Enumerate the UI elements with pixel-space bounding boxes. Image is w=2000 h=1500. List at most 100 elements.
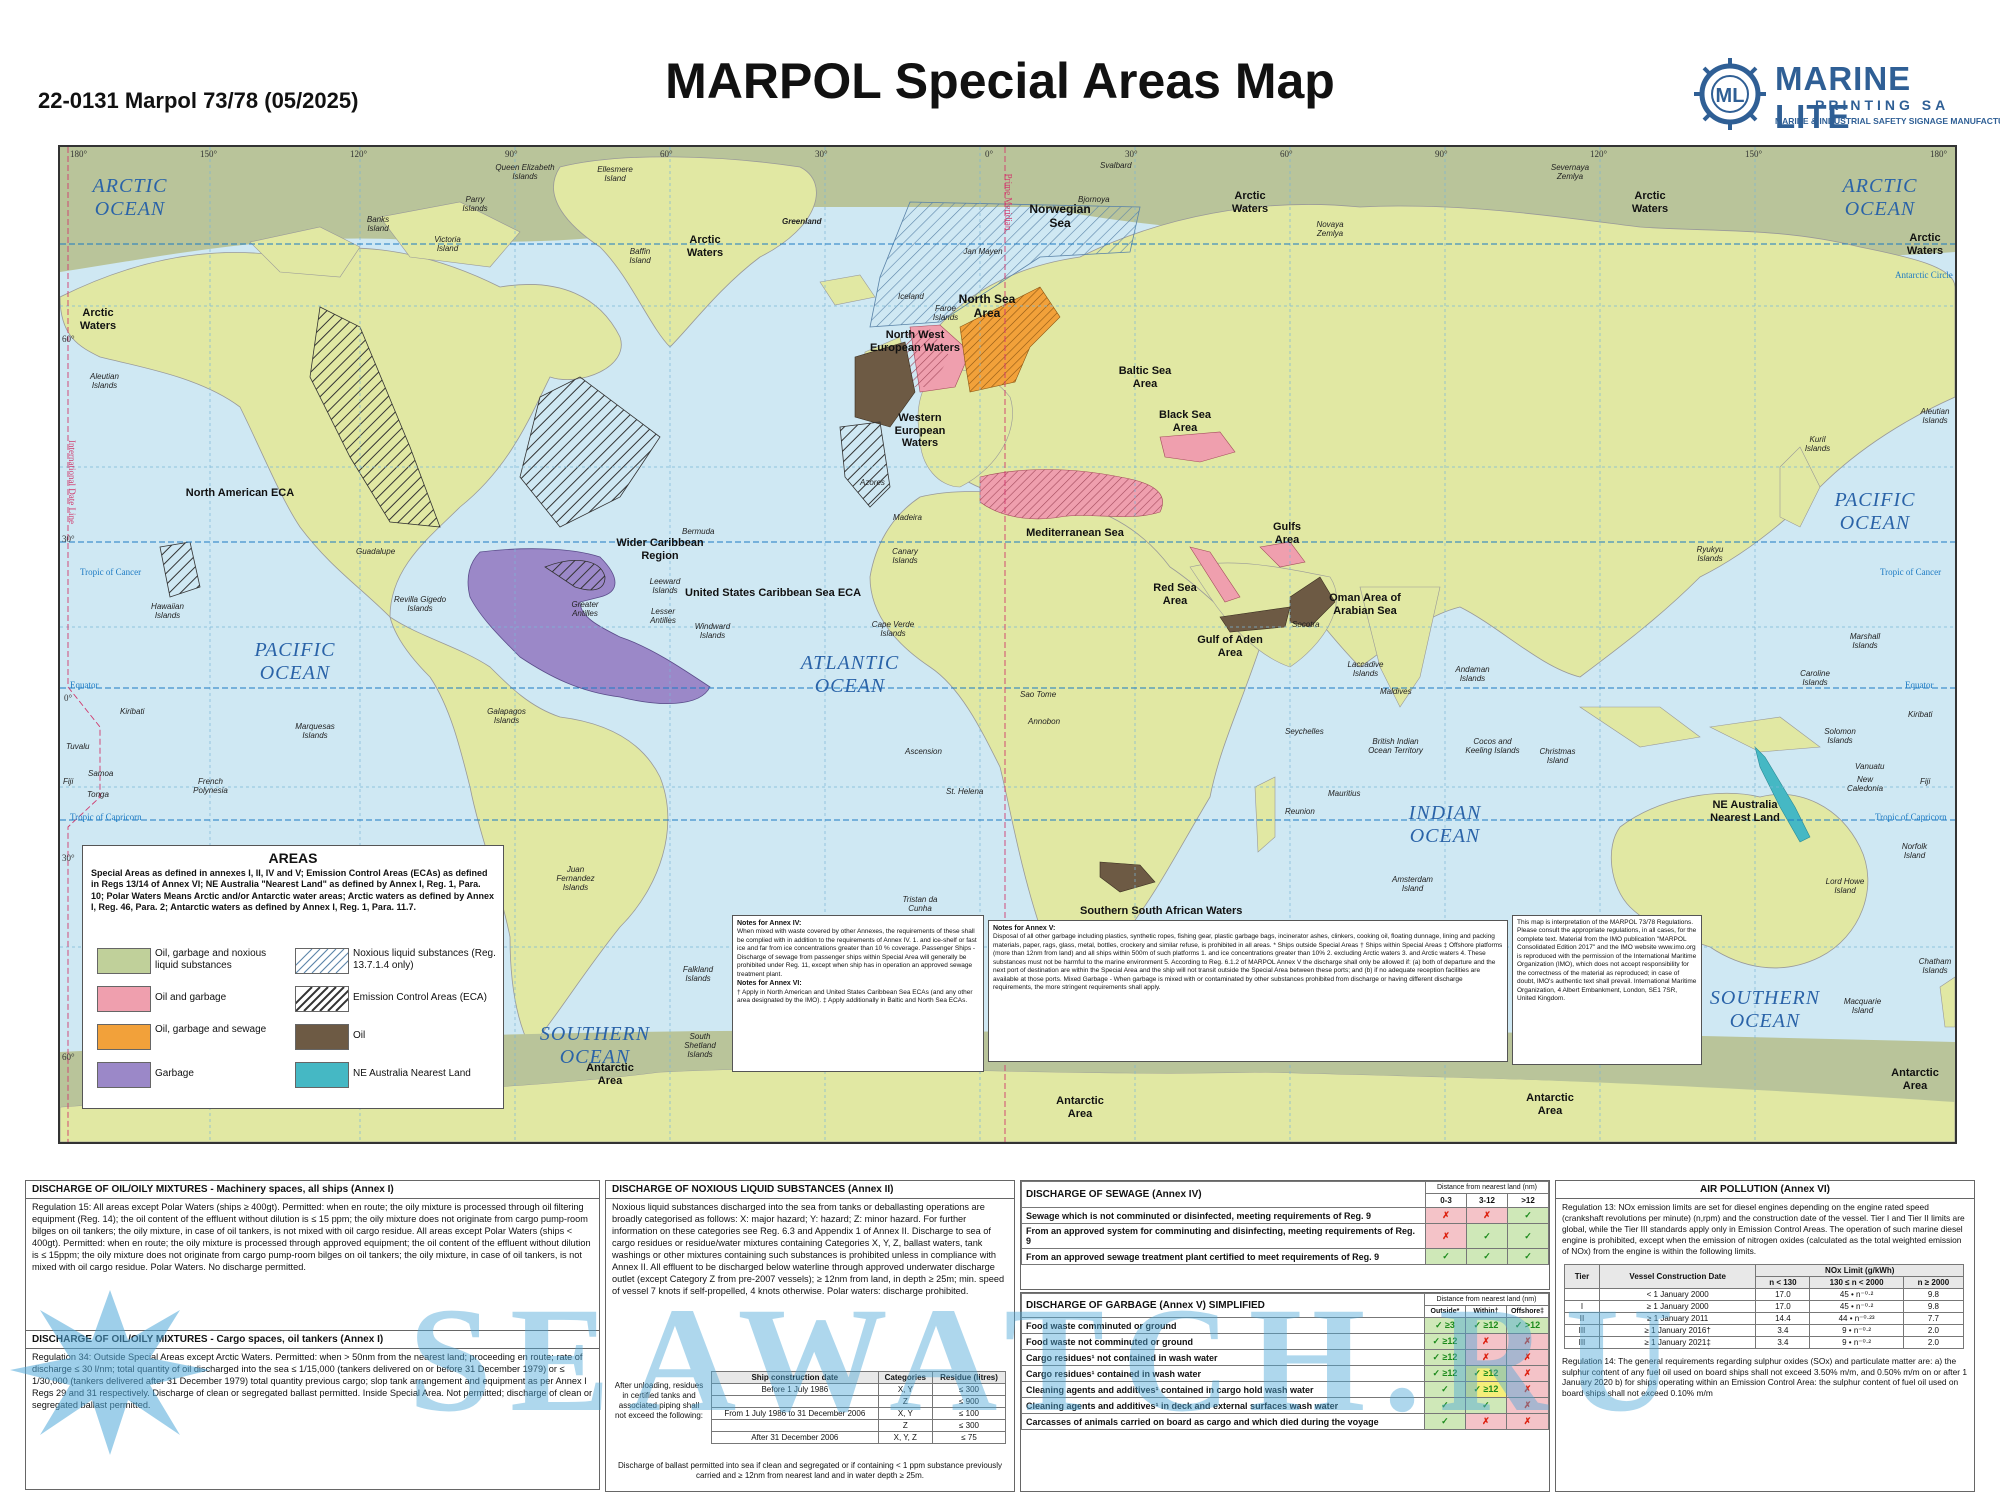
place-label: Guadalupe <box>356 547 396 556</box>
mark-cell: ✓ ≥12 <box>1464 1317 1507 1334</box>
table-cell: ≤ 300 <box>932 1419 1006 1432</box>
mark-cell: ✗ <box>1505 1365 1549 1382</box>
sewage-panel: DISCHARGE OF SEWAGE (Annex IV) Distance … <box>1020 1180 1550 1290</box>
sewage-dist-header: Distance from nearest land (nm) <box>1425 1181 1549 1194</box>
india-landmass <box>1359 586 1441 708</box>
mark-cell: ✓ ≥12 <box>1423 1349 1466 1366</box>
lat-label: 30° <box>62 853 75 863</box>
table-row: Z ≤ 300 <box>711 1419 1006 1432</box>
area-label: North American ECA <box>185 487 295 499</box>
mark-cell: ✗ <box>1464 1349 1507 1366</box>
area-label: Wider Caribbean Region <box>616 537 704 562</box>
table-cell: 7.7 <box>1902 1311 1965 1325</box>
nls-residue-table: Ship construction date Categories Residu… <box>711 1371 1006 1444</box>
place-label: Solomon Islands <box>1824 727 1856 746</box>
legend-description: Special Areas as defined in annexes I, I… <box>91 868 494 912</box>
row-label: From an approved system for comminuting … <box>1021 1223 1426 1249</box>
place-label: Queen Elizabeth Islands <box>495 163 555 182</box>
mark-cell: ✓ >12 <box>1505 1317 1549 1334</box>
area-label: Arctic Waters <box>1631 190 1669 215</box>
table-cell: II <box>1564 1311 1600 1325</box>
table-row: Cargo residues¹ not contained in wash wa… <box>1021 1349 1549 1366</box>
table-cell: 17.0 <box>1755 1299 1811 1313</box>
mark-cell: ✗ <box>1425 1223 1467 1249</box>
nls-footer: Discharge of ballast permitted into sea … <box>618 1461 1002 1480</box>
lat-label: 60° <box>62 1052 75 1062</box>
place-label: Juan Fernandez Islands <box>556 865 595 893</box>
oil-cargo-text: Regulation 34: Outside Special Areas exc… <box>32 1352 593 1410</box>
table-cell: 3.4 <box>1755 1335 1811 1349</box>
document-code: 22-0131 Marpol 73/78 (05/2025) <box>38 88 359 113</box>
place-label: Tuvalu <box>66 742 90 751</box>
nls-side-text: After unloading, residues in certified t… <box>614 1381 704 1420</box>
place-label: Marshall Islands <box>1849 632 1881 651</box>
table-cell: From 1 July 1986 to 31 December 2006 <box>711 1407 879 1420</box>
place-label: Jan Mayen <box>963 247 1003 256</box>
date-line <box>67 147 101 1142</box>
ocean-label: ATLANTIC OCEAN <box>800 652 900 697</box>
area-label: Arctic Waters <box>686 234 724 259</box>
svg-text:ML: ML <box>1716 85 1745 107</box>
place-label: Hawaiian Islands <box>151 602 184 621</box>
mark-cell: ✗ <box>1505 1349 1549 1366</box>
legend-label: Garbage <box>155 1068 194 1079</box>
area-label: Antarctic Area <box>1526 1092 1574 1117</box>
nox-header: n < 130 <box>1755 1275 1811 1289</box>
sewage-title: DISCHARGE OF SEWAGE (Annex IV) <box>1021 1181 1426 1208</box>
nw-european-waters <box>854 341 916 428</box>
long-label: 180° <box>70 149 88 159</box>
long-label: 150° <box>1745 149 1763 159</box>
long-label: 60° <box>1280 149 1293 159</box>
ocean-label: INDIAN OCEAN <box>1408 802 1482 847</box>
legend-swatch-oil-garbage-nls <box>97 948 151 974</box>
mark-cell: ✓ ≥12 <box>1464 1381 1507 1398</box>
row-label: From an approved sewage treatment plant … <box>1021 1248 1426 1265</box>
table-cell: Z <box>877 1395 934 1408</box>
area-label: Black Sea Area <box>1159 409 1211 434</box>
mediterranean-sea-hatch <box>980 469 1163 519</box>
nox-header: Tier <box>1564 1263 1600 1289</box>
table-row: < 1 January 2000 17.0 45 • n⁻⁰·² 9.8 <box>1564 1287 1965 1301</box>
long-label: 0° <box>985 149 994 159</box>
equator-label: Equator <box>1905 680 1934 690</box>
oil-machinery-title: DISCHARGE OF OIL/OILY MIXTURES - Machine… <box>26 1181 599 1199</box>
place-label: Cocos and Keeling Islands <box>1465 737 1520 756</box>
row-label: Cargo residues¹ contained in wash water <box>1021 1365 1425 1382</box>
legend-swatch-oil-garbage <box>97 986 151 1012</box>
place-label: Marquesas Islands <box>295 722 335 741</box>
place-label: British Indian Ocean Territory <box>1368 737 1423 756</box>
nox-table: Tier Vessel Construction Date NOx Limit … <box>1564 1263 1965 1349</box>
place-label: Banks Island <box>366 215 390 234</box>
legend-swatch-oil-garbage-sewage <box>97 1024 151 1050</box>
nox-header: n ≥ 2000 <box>1902 1275 1965 1289</box>
nls-header: Ship construction date <box>711 1371 879 1384</box>
table-row: III ≥ 1 January 2021‡ 3.4 9 • n⁻⁰·² 2.0 <box>1564 1335 1965 1349</box>
place-label: St. Helena <box>946 787 984 796</box>
long-label: 30° <box>1125 149 1138 159</box>
place-label: Ryukyu Islands <box>1696 545 1724 564</box>
table-cell: 9 • n⁻⁰·² <box>1809 1335 1904 1349</box>
baffin-region <box>379 201 521 268</box>
garbage-dist-header: Distance from nearest land (nm) <box>1423 1293 1549 1306</box>
place-label: Aleutian Islands <box>90 372 119 391</box>
air-text: Regulation 13: NOx emission limits are s… <box>1562 1202 1965 1256</box>
mark-cell: ✗ <box>1425 1207 1467 1224</box>
place-label: Amsterdam Island <box>1392 875 1433 894</box>
mark-cell: ✗ <box>1464 1333 1507 1350</box>
table-cell: I <box>1564 1299 1600 1313</box>
place-label: Laccadive Islands <box>1347 660 1384 679</box>
place-label: Faroe Islands <box>932 304 959 323</box>
area-label: NE Australia Nearest Land <box>1710 799 1780 824</box>
antarctic-circle-label: Antarctic Circle <box>1895 270 1953 280</box>
black-sea-area <box>1159 431 1236 463</box>
oil-machinery-text: Regulation 15: All areas except Polar Wa… <box>32 1202 591 1272</box>
area-label: Baltic Sea Area <box>1118 365 1172 390</box>
table-cell: ≥ 1 January 2000 <box>1598 1299 1757 1313</box>
col-header: 0-3 <box>1425 1193 1467 1208</box>
place-label: Cape Verde Islands <box>871 620 915 639</box>
southern-south-african-waters <box>1099 861 1156 893</box>
col-header: 3-12 <box>1466 1193 1508 1208</box>
tropic-capricorn-label-east: Tropic of Capricorn <box>1875 812 1947 822</box>
oil-machinery-panel: DISCHARGE OF OIL/OILY MIXTURES - Machine… <box>25 1180 600 1335</box>
long-label: 60° <box>660 149 673 159</box>
